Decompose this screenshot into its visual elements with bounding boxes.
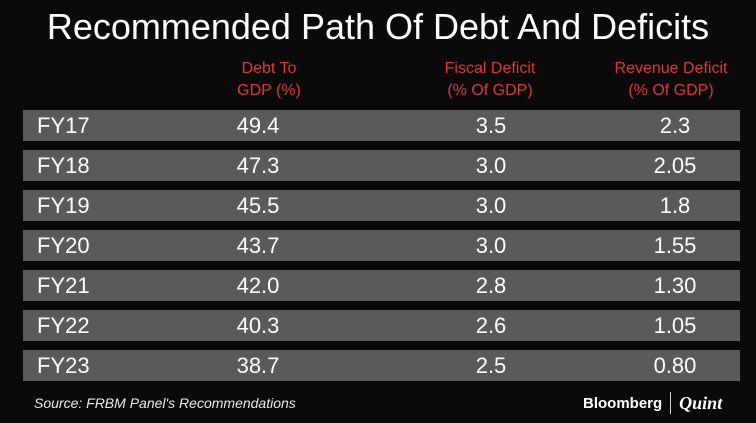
brand-primary: Bloomberg <box>583 394 663 412</box>
revenue-deficit-value: 2.3 <box>659 113 691 138</box>
column-header-revenue-line1: Revenue Deficit <box>614 60 728 77</box>
column-header-debt-line2: GDP (%) <box>237 82 301 99</box>
brand-logo: Bloomberg Quint <box>583 391 722 415</box>
brand-secondary: Quint <box>679 392 723 413</box>
column-header-fiscal-line1: Fiscal Deficit <box>444 60 536 77</box>
row-label: FY18 <box>37 153 90 178</box>
debt-value: 45.5 <box>236 193 280 218</box>
brand-divider <box>670 392 672 414</box>
revenue-deficit-value: 1.8 <box>659 193 691 218</box>
revenue-deficit-value: 2.05 <box>653 153 697 178</box>
column-header-revenue-line2: (% Of GDP) <box>628 82 714 99</box>
table-row: FY17 49.4 3.5 2.3 <box>23 110 740 141</box>
fiscal-deficit-value: 2.5 <box>475 353 507 378</box>
table-row: FY18 47.3 3.0 2.05 <box>23 150 740 181</box>
fiscal-deficit-value: 3.0 <box>475 153 507 178</box>
row-label: FY17 <box>37 113 90 138</box>
debt-value: 38.7 <box>236 353 280 378</box>
table-row: FY23 38.7 2.5 0.80 <box>23 350 740 381</box>
column-header-revenue: Revenue Deficit (% Of GDP) <box>600 58 742 102</box>
revenue-deficit-value: 0.80 <box>653 353 697 378</box>
fiscal-deficit-value: 2.8 <box>475 273 507 298</box>
debt-value: 47.3 <box>236 153 280 178</box>
column-header-debt: Debt To GDP (%) <box>215 58 323 102</box>
debt-value: 40.3 <box>236 313 280 338</box>
column-header-debt-line1: Debt To <box>241 60 297 77</box>
fiscal-deficit-value: 2.6 <box>475 313 507 338</box>
row-label: FY19 <box>37 193 90 218</box>
debt-value: 43.7 <box>236 233 280 258</box>
revenue-deficit-value: 1.30 <box>653 273 697 298</box>
source-note: Source: FRBM Panel's Recommendations <box>34 395 296 411</box>
debt-value: 42.0 <box>236 273 280 298</box>
column-header-fiscal-line2: (% Of GDP) <box>447 82 533 99</box>
table-row: FY20 43.7 3.0 1.55 <box>23 230 740 261</box>
row-label: FY21 <box>37 273 90 298</box>
fiscal-deficit-value: 3.0 <box>475 193 507 218</box>
fiscal-deficit-value: 3.0 <box>475 233 507 258</box>
table-row: FY19 45.5 3.0 1.8 <box>23 190 740 221</box>
row-label: FY23 <box>37 353 90 378</box>
revenue-deficit-value: 1.55 <box>653 233 697 258</box>
fiscal-deficit-value: 3.5 <box>475 113 507 138</box>
table-row: FY21 42.0 2.8 1.30 <box>23 270 740 301</box>
column-header-fiscal: Fiscal Deficit (% Of GDP) <box>420 58 560 102</box>
row-label: FY20 <box>37 233 90 258</box>
debt-value: 49.4 <box>236 113 280 138</box>
row-label: FY22 <box>37 313 90 338</box>
table-row: FY22 40.3 2.6 1.05 <box>23 310 740 341</box>
revenue-deficit-value: 1.05 <box>653 313 697 338</box>
chart-title: Recommended Path Of Debt And Deficits <box>46 6 710 47</box>
